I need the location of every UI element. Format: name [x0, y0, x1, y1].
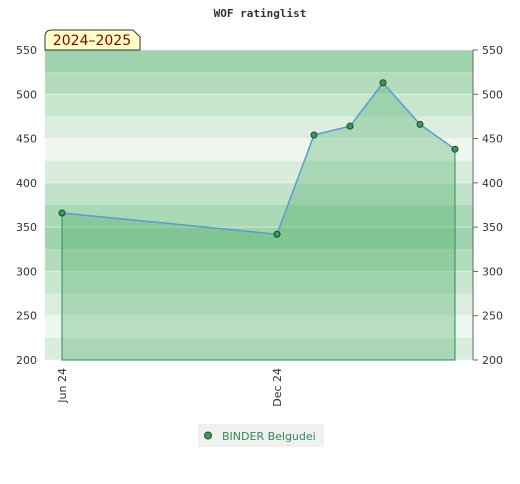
y2-tick-label: 400: [482, 177, 503, 190]
badge: 2024–2025: [53, 33, 131, 49]
band: [45, 182, 473, 205]
x-tick-label: Dec 24: [271, 368, 284, 407]
point: [58, 209, 66, 217]
y2-tick-label: 500: [482, 88, 503, 101]
chart-title: WOF ratinglist: [214, 7, 307, 20]
point: [346, 122, 354, 130]
x-tick-label: Jun 24: [56, 368, 69, 404]
background-bands: [45, 49, 473, 361]
y2-tick-label: 250: [482, 310, 503, 323]
band: [45, 337, 473, 360]
y-tick-label: 250: [16, 310, 37, 323]
legend-marker: [204, 431, 212, 440]
band: [45, 249, 473, 272]
y-tick-label: 500: [16, 88, 37, 101]
legend-label: BINDER Belgudei: [222, 430, 316, 443]
y-tick-label: 300: [16, 265, 37, 278]
plot: [58, 79, 459, 361]
y2-tick-label: 200: [482, 354, 503, 367]
y-tick-label: 450: [16, 133, 37, 146]
point: [273, 230, 281, 238]
band: [45, 271, 473, 294]
y2-tick-label: 450: [482, 133, 503, 146]
band: [45, 138, 473, 161]
y-tick-label: 550: [16, 44, 37, 57]
band: [45, 293, 473, 316]
y-tick-label: 350: [16, 221, 37, 234]
band: [45, 160, 473, 183]
band: [45, 227, 473, 250]
y2-tick-label: 350: [482, 221, 503, 234]
band: [45, 94, 473, 117]
y2-tick-label: 550: [482, 44, 503, 57]
band: [45, 72, 473, 95]
point: [379, 79, 387, 87]
band: [45, 315, 473, 338]
point: [310, 131, 318, 139]
band: [45, 116, 473, 139]
legend-box: [198, 424, 324, 447]
y-tick-label: 400: [16, 177, 37, 190]
point: [451, 145, 459, 153]
point: [416, 120, 424, 128]
y-tick-label: 200: [16, 354, 37, 367]
badge-box: [44, 29, 141, 51]
band: [45, 50, 473, 73]
y2-tick-label: 300: [482, 265, 503, 278]
